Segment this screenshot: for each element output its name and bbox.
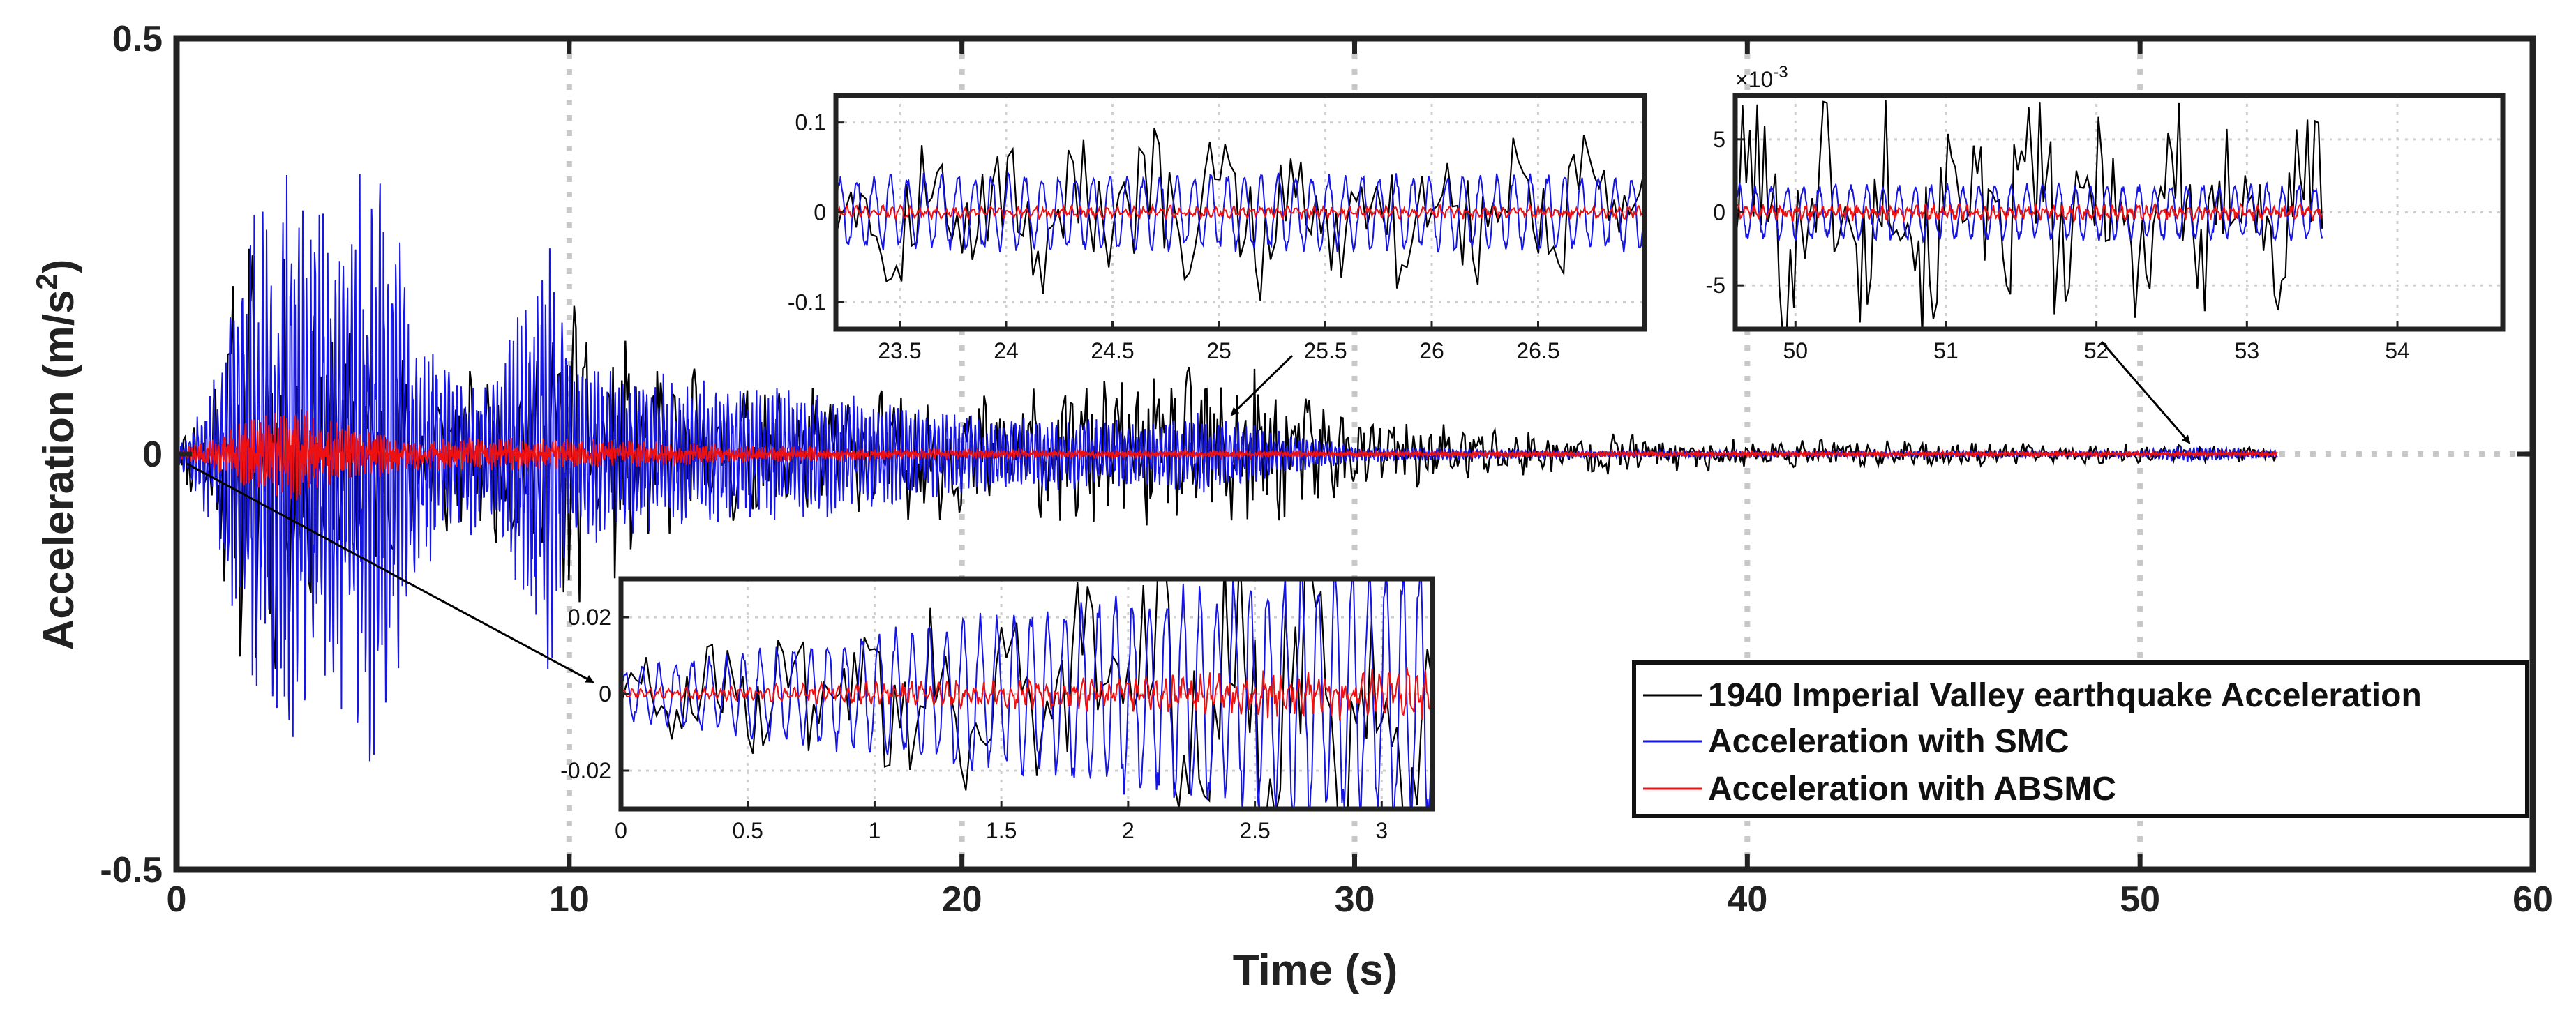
arrow-inset-0-3.2s bbox=[186, 462, 594, 683]
legend-label-smc: Acceleration with SMC bbox=[1708, 723, 2069, 760]
zoom-arrows bbox=[186, 341, 2191, 683]
x-tick-label-0: 0 bbox=[167, 879, 187, 920]
inset-49-55s-exponent-label: ×10-3 bbox=[1735, 63, 1788, 92]
inset-0-3.2s-x-tick-label-0.5: 0.5 bbox=[732, 818, 763, 843]
inset-0-3.2s-signals bbox=[621, 579, 1432, 809]
inset-49-55s-exponent-base: ×10 bbox=[1735, 67, 1773, 92]
inset-49-55s-series-smc bbox=[1735, 181, 2323, 244]
inset-49-55s-x-tick-label-54: 54 bbox=[2385, 338, 2410, 363]
inset-0-3.2s-x-tick-label-1: 1 bbox=[869, 818, 881, 843]
inset-23-27s-series-smc bbox=[836, 170, 1645, 253]
inset-0-3.2s-y-tick-label-0.02: 0.02 bbox=[568, 605, 611, 630]
inset-49-55s-y-tick-label-5: 5 bbox=[1713, 127, 1725, 152]
inset-23-27s-x-tick-label-25.5: 25.5 bbox=[1303, 338, 1347, 363]
inset-23-27s-x-tick-label-23.5: 23.5 bbox=[878, 338, 921, 363]
series-absmc bbox=[176, 411, 2278, 501]
arrow-inset-49-55s bbox=[2100, 341, 2191, 444]
inset-23-27s-series-absmc bbox=[836, 203, 1645, 222]
main-plot-area bbox=[175, 174, 2278, 762]
inset-23-27s-y-tick-label-0: 0 bbox=[814, 200, 826, 225]
y-axis-label-main: Acceleration (m/s bbox=[35, 290, 83, 651]
inset-0-3.2s-y-tick-label-0: 0 bbox=[599, 681, 611, 706]
inset-49-55s-series-earthquake bbox=[1735, 99, 2323, 329]
arrow-inset-23-27s bbox=[1230, 354, 1294, 416]
inset-49-55s-series-absmc bbox=[1735, 202, 2323, 223]
y-tick-label--0.5: -0.5 bbox=[100, 850, 163, 891]
inset-49-55s-exponent-power: -3 bbox=[1773, 63, 1788, 82]
inset-49-55s-y-tick-label--5: -5 bbox=[1706, 273, 1725, 298]
inset-49-55s-signals bbox=[1735, 99, 2323, 329]
inset-49-55s-x-tick-label-53: 53 bbox=[2235, 338, 2260, 363]
inset-0-3.2s-x-tick-label-2.5: 2.5 bbox=[1239, 818, 1270, 843]
inset-23-27s-y-tick-label-0.1: 0.1 bbox=[795, 110, 826, 135]
inset-23-27s-y-tick-label--0.1: -0.1 bbox=[788, 289, 826, 315]
x-tick-label-10: 10 bbox=[549, 879, 590, 920]
inset-23-27s: 23.5 24 24.5 25 25.5 26 26.5 -0.1 0 0.1 bbox=[788, 93, 1647, 363]
inset-0-3.2s-x-tick-label-3: 3 bbox=[1375, 818, 1388, 843]
y-axis-label-superscript: 2 bbox=[30, 273, 63, 289]
legend-label-earthquake: 1940 Imperial Valley earthquake Accelera… bbox=[1708, 677, 2422, 714]
y-tick-label-0.5: 0.5 bbox=[112, 19, 163, 59]
inset-23-27s-x-tick-label-25: 25 bbox=[1206, 338, 1231, 363]
main-ticks: 0 10 20 30 40 50 60-0.500.5 bbox=[100, 19, 2553, 920]
legend: 1940 Imperial Valley earthquake Accelera… bbox=[1632, 660, 2529, 818]
inset-49-55s: 50 51 52 53 54 -5 0 5 ×10-3 bbox=[1706, 63, 2506, 363]
x-tick-label-50: 50 bbox=[2120, 879, 2160, 920]
inset-49-55s-y-tick-label-0: 0 bbox=[1713, 200, 1725, 225]
inset-0-3.2s-y-tick-label--0.02: -0.02 bbox=[560, 758, 611, 783]
inset-0-3.2s-x-tick-label-0: 0 bbox=[615, 818, 627, 843]
legend-box bbox=[1632, 660, 2529, 818]
inset-23-27s-signals bbox=[836, 128, 1645, 301]
inset-23-27s-x-tick-label-24.5: 24.5 bbox=[1091, 338, 1134, 363]
inset-0-3.2s-x-tick-label-1.5: 1.5 bbox=[986, 818, 1017, 843]
x-axis-label: Time (s) bbox=[1233, 946, 1398, 994]
inset-49-55s-x-tick-label-50: 50 bbox=[1783, 338, 1808, 363]
x-tick-label-30: 30 bbox=[1335, 879, 1375, 920]
inset-0-3.2s-x-tick-label-2: 2 bbox=[1122, 818, 1135, 843]
y-axis-label: Acceleration (m/s2) bbox=[30, 259, 83, 651]
x-tick-label-60: 60 bbox=[2513, 879, 2553, 920]
x-tick-label-40: 40 bbox=[1727, 879, 1767, 920]
y-axis-label-close: ) bbox=[35, 259, 83, 274]
inset-23-27s-x-tick-label-26.5: 26.5 bbox=[1516, 338, 1559, 363]
inset-49-55s-x-tick-label-51: 51 bbox=[1933, 338, 1959, 363]
y-tick-label-0: 0 bbox=[142, 434, 163, 475]
inset-0-3.2s-series-absmc bbox=[621, 667, 1432, 721]
inset-49-55s-x-tick-label-52: 52 bbox=[2084, 338, 2109, 363]
inset-23-27s-series-earthquake bbox=[836, 128, 1645, 301]
inset-23-27s-x-tick-label-26: 26 bbox=[1419, 338, 1444, 363]
legend-label-absmc: Acceleration with ABSMC bbox=[1708, 771, 2116, 808]
inset-0-3.2s: 0 0.5 1 1.5 2 2.5 3 -0.02 0 0.02 bbox=[560, 576, 1435, 843]
x-tick-label-20: 20 bbox=[942, 879, 982, 920]
inset-23-27s-x-tick-label-24: 24 bbox=[994, 338, 1019, 363]
